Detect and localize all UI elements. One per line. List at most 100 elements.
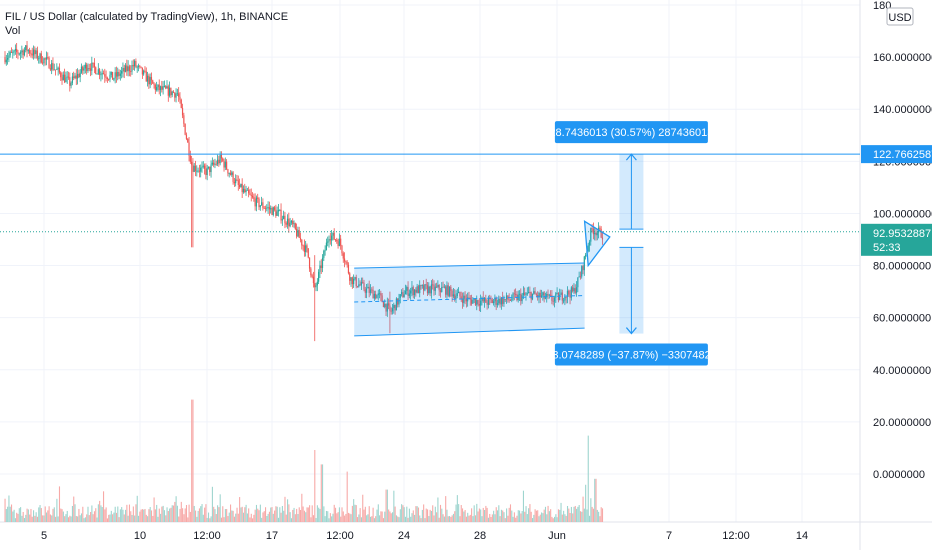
volume-bar bbox=[191, 399, 193, 522]
candle-body bbox=[476, 300, 478, 305]
price-tick-label: 40.0000000 bbox=[873, 365, 931, 377]
volume-indicator-label[interactable]: Vol bbox=[5, 25, 21, 37]
volume-bar bbox=[131, 514, 133, 522]
candle-body bbox=[262, 202, 264, 208]
volume-bar bbox=[414, 514, 416, 522]
candle-body bbox=[566, 290, 569, 298]
volume-bar bbox=[176, 505, 178, 522]
candle-body bbox=[99, 69, 101, 75]
volume-bar bbox=[202, 514, 204, 522]
candle-body bbox=[547, 294, 549, 296]
volume-bar bbox=[541, 512, 543, 522]
candle-body bbox=[573, 288, 575, 292]
volume-bar bbox=[522, 490, 524, 522]
volume-bar bbox=[478, 508, 480, 522]
volume-bar bbox=[179, 508, 181, 522]
volume-bar bbox=[74, 504, 76, 522]
candle-body bbox=[450, 286, 452, 291]
volume-bar bbox=[4, 498, 6, 522]
candle-body bbox=[285, 223, 287, 225]
candle-body bbox=[17, 52, 19, 54]
candle-body bbox=[179, 96, 181, 100]
volume-bar bbox=[196, 516, 198, 522]
volume-bar bbox=[18, 508, 20, 522]
volume-bar bbox=[277, 517, 280, 522]
volume-bar bbox=[338, 507, 340, 522]
volume-bar bbox=[153, 497, 155, 522]
volume-bar bbox=[446, 509, 448, 522]
volume-bar bbox=[44, 506, 46, 522]
candle-body bbox=[153, 83, 155, 85]
time-axis: 5 10 12:00 17 12:00 24 28 Jun 7 12:00 14 bbox=[41, 530, 808, 542]
candle-body bbox=[96, 73, 98, 75]
candle-body bbox=[391, 308, 394, 312]
volume-bar bbox=[268, 511, 270, 522]
candle-body bbox=[494, 298, 496, 302]
volume-bar bbox=[62, 511, 64, 522]
volume-bar bbox=[165, 515, 167, 522]
candle-body bbox=[364, 289, 366, 293]
candle-body bbox=[587, 245, 589, 252]
volume-bar bbox=[419, 515, 421, 522]
volume-bar bbox=[582, 496, 584, 522]
candle-body bbox=[350, 277, 352, 281]
volume-bar bbox=[271, 507, 273, 522]
candle-body bbox=[290, 220, 293, 223]
candle-body bbox=[342, 253, 344, 259]
candle-body bbox=[43, 58, 45, 64]
volume-bar bbox=[42, 515, 44, 522]
channel-mid-line bbox=[354, 295, 585, 303]
candle-body bbox=[367, 286, 369, 289]
price-tick-label: 0.0000000 bbox=[873, 469, 925, 481]
volume-bar bbox=[66, 510, 68, 522]
candle-body bbox=[572, 287, 574, 292]
volume-bar bbox=[223, 517, 225, 522]
candle-body bbox=[80, 66, 83, 73]
candle-body bbox=[224, 161, 226, 168]
measure-up-arrow bbox=[625, 153, 637, 161]
volume-bar bbox=[520, 513, 522, 522]
candle-body bbox=[323, 250, 325, 258]
symbol-title[interactable]: FIL / US Dollar (calculated by TradingVi… bbox=[5, 11, 289, 23]
volume-bar bbox=[447, 516, 449, 522]
volume-bar bbox=[382, 518, 385, 522]
candle-body bbox=[187, 138, 189, 143]
volume-bar bbox=[437, 497, 439, 522]
candle-body bbox=[246, 189, 248, 191]
volume-bar bbox=[406, 506, 408, 522]
volume-bar bbox=[60, 508, 62, 522]
candle-body bbox=[34, 49, 36, 55]
volume-bar bbox=[358, 514, 360, 522]
candle-body bbox=[61, 77, 63, 81]
volume-bar bbox=[451, 515, 453, 522]
volume-bar bbox=[312, 515, 315, 522]
candle-body bbox=[205, 168, 207, 176]
candle-body bbox=[268, 207, 270, 210]
candle-body bbox=[325, 242, 328, 251]
volume-bar bbox=[56, 498, 58, 522]
volume-bar bbox=[410, 516, 412, 522]
volume-bar bbox=[362, 494, 364, 522]
candle-body bbox=[575, 287, 578, 293]
candle-body bbox=[101, 73, 103, 75]
volume-bar bbox=[17, 513, 19, 522]
candle-body bbox=[539, 292, 541, 298]
volume-bar bbox=[224, 509, 226, 522]
volume-bar bbox=[25, 514, 27, 522]
candle-body bbox=[226, 161, 228, 170]
candle-body bbox=[543, 292, 545, 299]
volume-bar bbox=[289, 512, 291, 522]
volume-bar bbox=[569, 512, 571, 522]
candle-body bbox=[248, 189, 250, 194]
candle-body bbox=[559, 294, 561, 301]
candle-body bbox=[64, 74, 66, 83]
volume-bar bbox=[521, 511, 523, 522]
candle-body bbox=[263, 207, 265, 209]
candle-body bbox=[369, 289, 372, 293]
volume-bar bbox=[55, 516, 57, 522]
candle-body bbox=[16, 48, 18, 53]
candle-body bbox=[360, 282, 362, 286]
volume-bar bbox=[585, 484, 587, 522]
